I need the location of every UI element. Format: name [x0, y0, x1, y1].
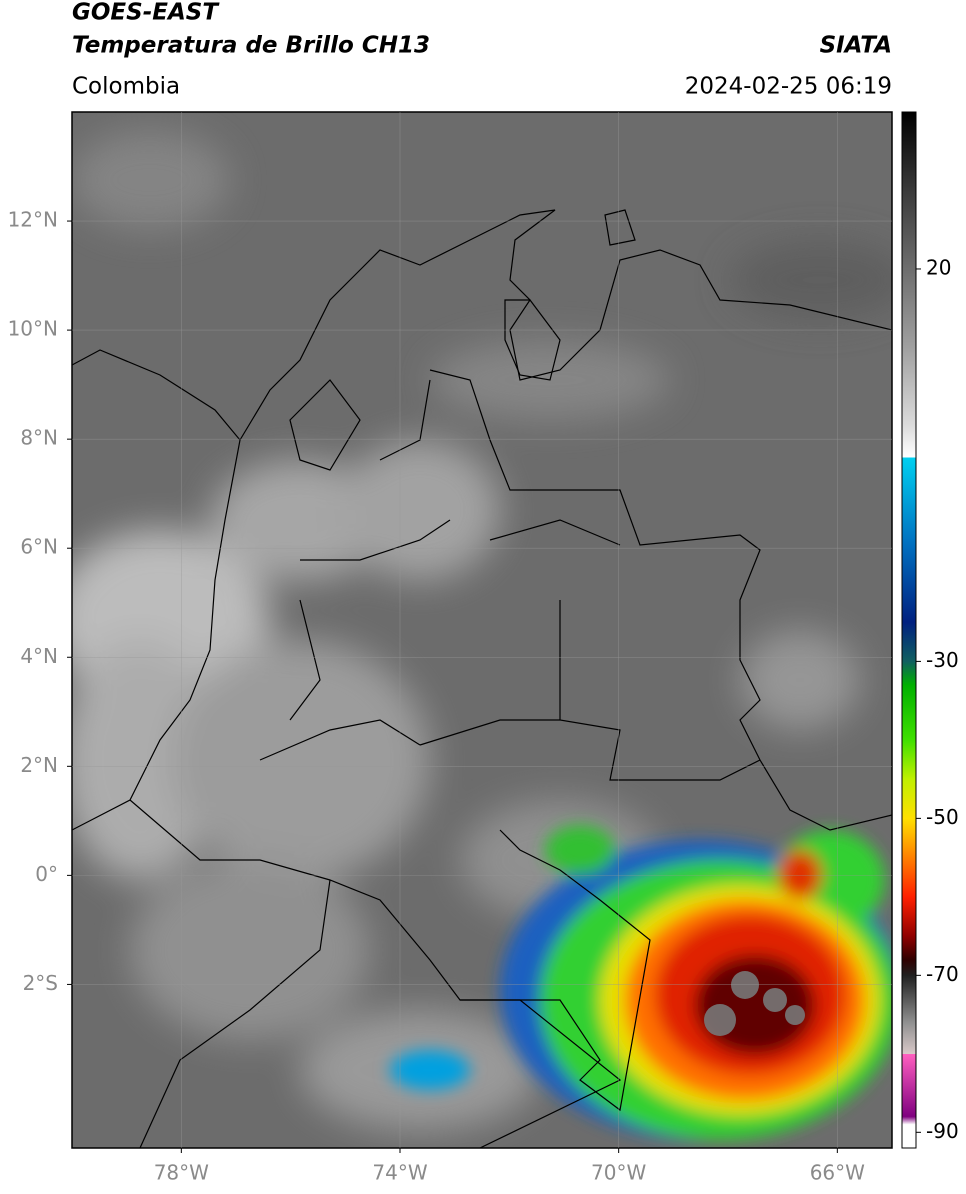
lon-tick-label: 66°W — [810, 1161, 865, 1185]
source: SIATA — [820, 33, 892, 59]
title: GOES-EAST — [72, 0, 220, 26]
colorbar-tick-label: -50 — [926, 805, 959, 829]
satellite-image — [72, 112, 892, 1148]
lat-tick-label: 2°N — [20, 753, 58, 777]
lat-tick-label: 10°N — [8, 317, 58, 341]
colorbar-tick-label: 20 — [926, 255, 951, 279]
colorbar — [901, 111, 917, 1149]
map-frame — [71, 111, 893, 1149]
datetime: 2024-02-25 06:19 — [685, 74, 892, 100]
subtitle: Temperatura de Brillo CH13 — [72, 33, 430, 59]
colorbar-tick-label: -30 — [926, 648, 959, 672]
lat-tick-label: 4°N — [20, 644, 58, 668]
lat-tick-label: 0° — [35, 862, 58, 886]
region: Colombia — [72, 74, 180, 100]
lon-tick-label: 70°W — [591, 1161, 646, 1185]
lat-tick-label: 8°N — [20, 426, 58, 450]
lat-tick-label: 12°N — [8, 208, 58, 232]
lat-tick-label: 2°S — [23, 971, 58, 995]
colorbar-tick-label: -70 — [926, 962, 959, 986]
colorbar-tick-label: -90 — [926, 1119, 959, 1143]
lat-tick-label: 6°N — [20, 535, 58, 559]
lon-tick-label: 74°W — [372, 1161, 427, 1185]
lon-tick-label: 78°W — [154, 1161, 209, 1185]
